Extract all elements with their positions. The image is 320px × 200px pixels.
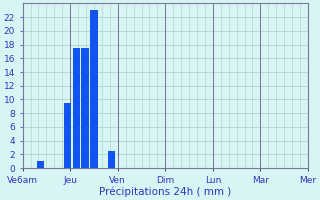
Bar [73, 48, 80, 168]
Bar [37, 161, 44, 168]
Bar [108, 151, 115, 168]
Bar [90, 10, 98, 168]
X-axis label: Précipitations 24h ( mm ): Précipitations 24h ( mm ) [99, 186, 231, 197]
Bar [64, 103, 71, 168]
Bar [82, 48, 89, 168]
